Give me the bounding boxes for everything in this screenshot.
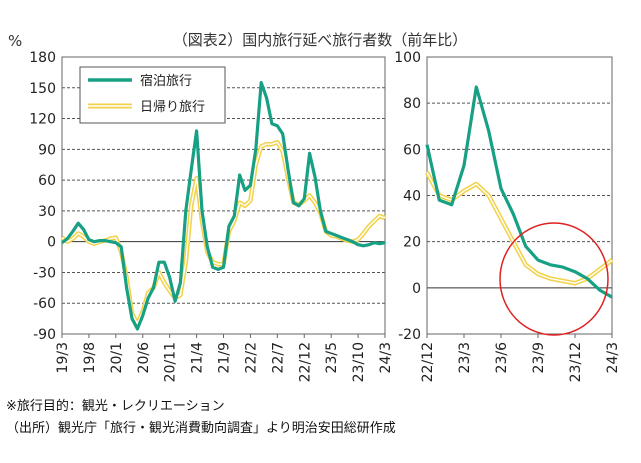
unit-label: % (8, 32, 22, 50)
left-y-tick-label: -60 (33, 296, 56, 312)
right-x-tick-label: 23/3 (457, 342, 473, 373)
left-x-tick-label: 21/9 (217, 342, 233, 373)
left-y-tick-label: -30 (33, 265, 56, 281)
right-chart: 100 80 60 40 20 0 -20 22/12 23/3 23/6 23/9 23/12 24… (394, 50, 621, 382)
left-y-tick-label: 90 (38, 142, 56, 158)
left-series-day-trip-inner (61, 141, 386, 325)
left-x-tick-label: 21/4 (190, 342, 206, 374)
right-x-tick-label: 23/9 (531, 342, 547, 373)
left-y-tick-label: 180 (29, 50, 56, 66)
right-x-tick-label: 24/3 (605, 342, 621, 373)
left-y-tick-label: 0 (47, 235, 56, 251)
left-x-tick-label: 22/12 (297, 342, 313, 382)
left-x-tick-label: 19/3 (55, 342, 71, 373)
right-y-tick-label: 0 (412, 281, 421, 297)
right-y-tick-label: 60 (403, 142, 421, 158)
legend: 宿泊旅行 日帰り旅行 (79, 66, 226, 124)
right-x-ticks: 22/12 23/3 23/6 23/9 23/12 24/3 (420, 334, 621, 382)
left-x-tick-label: 23/5 (324, 342, 340, 373)
left-x-tick-label: 22/2 (243, 342, 259, 373)
left-x-tick-label: 20/6 (136, 342, 152, 374)
left-x-tick-label: 24/3 (378, 342, 394, 373)
left-y-ticks: 180 150 120 90 60 30 0 -30 -60 -90 (29, 50, 56, 343)
left-chart: 180 150 120 90 60 30 0 -30 -60 -90 19/3 19/8 20/1 20… (29, 50, 394, 382)
right-series-overnight (425, 85, 613, 299)
right-x-tick-label: 22/12 (420, 342, 436, 382)
left-y-tick-label: 150 (29, 81, 56, 97)
left-series-overnight (61, 81, 386, 331)
legend-label-stay: 宿泊旅行 (140, 73, 192, 89)
left-x-tick-label: 20/1 (109, 342, 125, 373)
right-y-tick-label: 20 (403, 235, 421, 251)
right-y-tick-label: 80 (403, 96, 421, 112)
right-y-tick-label: 100 (394, 50, 421, 66)
right-x-tick-label: 23/6 (494, 342, 510, 374)
left-series-day-trip (60, 139, 386, 326)
source-note: （出所）観光庁「旅行・観光消費動向調査」より明治安田総研作成 (6, 421, 396, 436)
left-y-tick-label: 120 (29, 112, 56, 128)
left-x-tick-label: 20/11 (163, 342, 179, 382)
left-x-ticks: 19/3 19/8 20/1 20/6 20/11 21/4 21/9 22/2 22/7 22/… (55, 334, 394, 382)
left-x-tick-label: 19/8 (82, 342, 98, 373)
left-y-tick-label: -90 (33, 327, 56, 343)
chart-title: （図表2）国内旅行延べ旅行者数（前年比） (173, 31, 468, 49)
right-plot-frame (426, 56, 613, 335)
legend-box (79, 66, 226, 124)
left-x-tick-label: 23/10 (351, 342, 367, 382)
left-x-tick-label: 22/7 (270, 342, 286, 373)
right-y-tick-label: 40 (403, 189, 421, 205)
left-series (60, 81, 386, 331)
highlight-circle (499, 222, 609, 336)
legend-label-day: 日帰り旅行 (140, 99, 205, 115)
right-series (425, 85, 614, 299)
right-x-tick-label: 23/12 (568, 342, 584, 382)
left-y-tick-label: 30 (38, 204, 56, 220)
right-y-tick-label: -20 (398, 327, 421, 343)
purpose-note: ※旅行目的：観光・レクリエーション (6, 399, 225, 414)
right-series-day-trip-inner (426, 172, 613, 284)
left-y-tick-label: 60 (38, 173, 56, 189)
right-y-ticks: 100 80 60 40 20 0 -20 (394, 50, 421, 343)
